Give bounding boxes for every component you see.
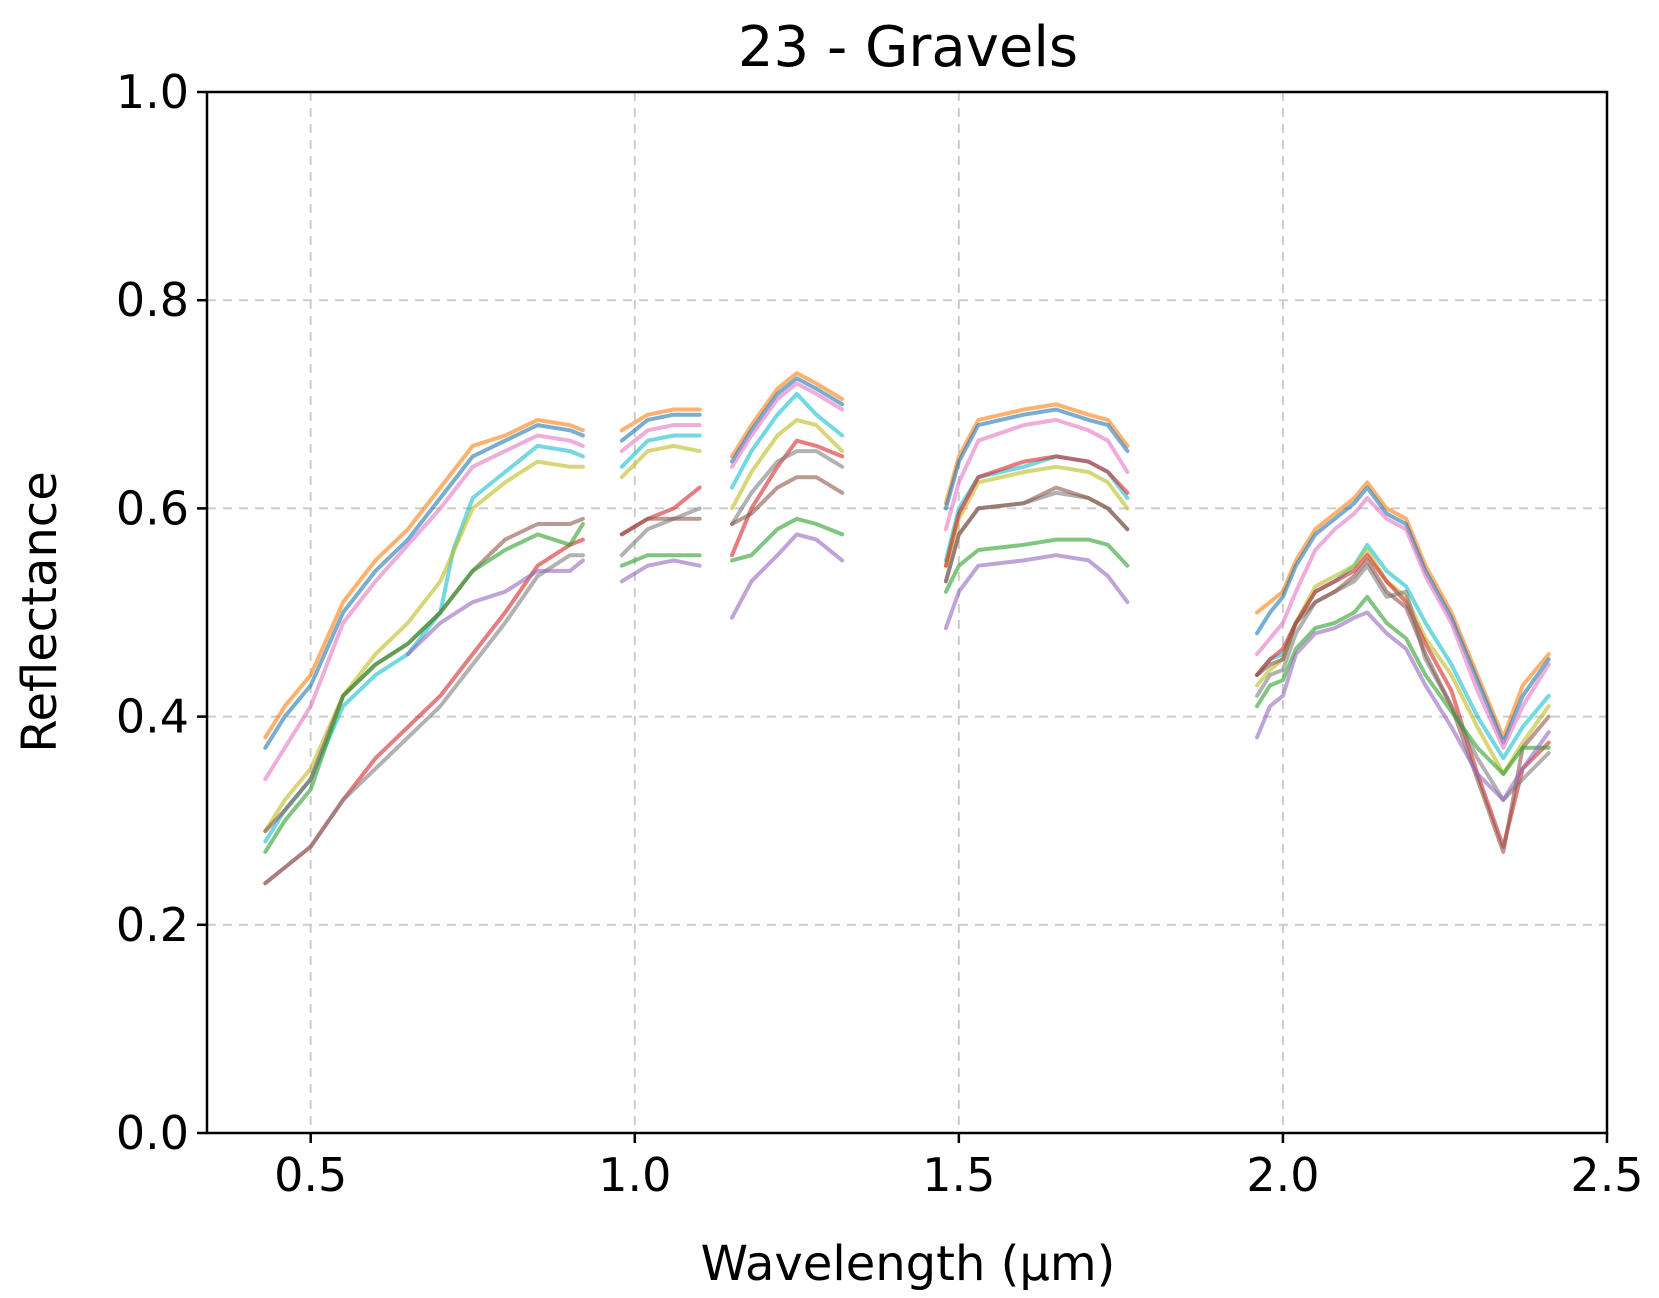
series-line-segment — [730, 532, 845, 620]
x-tick-label: 0.5 — [274, 1148, 347, 1202]
series-line-segment — [943, 537, 1130, 594]
y-tick-label: 0.2 — [116, 898, 189, 952]
series-line-segment — [943, 454, 1130, 568]
series-line-segment — [1255, 558, 1551, 854]
x-tick-label: 2.0 — [1246, 1148, 1319, 1202]
series-line-segment — [1255, 610, 1551, 802]
series-10 — [405, 532, 1551, 802]
series-line-segment — [619, 423, 702, 454]
chart-title: 23 - Gravels — [738, 15, 1078, 80]
series-line-segment — [943, 417, 1130, 532]
series-line-segment — [943, 464, 1130, 568]
series-line-segment — [943, 553, 1130, 631]
series-3 — [263, 381, 1551, 782]
series-line-segment — [730, 417, 845, 511]
series-layer — [263, 371, 1551, 886]
x-axis-label: Wavelength (µm) — [701, 1236, 1116, 1292]
series-line-segment — [263, 417, 585, 740]
series-line-segment — [730, 371, 845, 459]
series-line-segment — [730, 475, 845, 526]
x-tick-label: 1.0 — [598, 1148, 671, 1202]
y-tick-label: 0.6 — [116, 481, 189, 535]
y-tick-label: 0.8 — [116, 273, 189, 327]
series-line-segment — [619, 516, 702, 537]
series-line-segment — [263, 459, 585, 834]
series-line-segment — [730, 391, 845, 490]
y-tick-label: 1.0 — [116, 65, 189, 119]
series-line-segment — [730, 381, 845, 469]
series-line-segment — [1255, 594, 1551, 776]
series-line-segment — [619, 433, 702, 469]
series-line-segment — [619, 412, 702, 443]
tick-layer: 0.5 1.0 1.5 2.0 2.5 0.0 0.2 0.4 0.6 0.8 1.0 — [116, 65, 1644, 1202]
series-line-segment — [730, 516, 845, 563]
x-tick-label: 1.5 — [922, 1148, 995, 1202]
series-2 — [263, 376, 1551, 750]
x-tick-label: 2.5 — [1570, 1148, 1643, 1202]
series-line-segment — [619, 553, 702, 568]
series-line-segment — [263, 423, 585, 750]
series-line-segment — [730, 376, 845, 464]
series-line-segment — [943, 407, 1130, 511]
series-9 — [263, 516, 1551, 854]
y-axis-label: Reflectance — [12, 471, 68, 752]
series-line-segment — [405, 558, 585, 657]
series-line-segment — [1255, 485, 1551, 745]
series-line-segment — [619, 407, 702, 433]
series-line-segment — [1255, 563, 1551, 802]
series-line-segment — [619, 506, 702, 558]
series-line-segment — [730, 449, 845, 526]
series-line-segment — [263, 433, 585, 782]
plot-frame — [205, 90, 1609, 1135]
series-line-segment — [619, 558, 702, 584]
series-line-segment — [943, 402, 1130, 506]
series-line-segment — [619, 443, 702, 480]
series-line-segment — [1255, 496, 1551, 750]
series-line-segment — [943, 485, 1130, 584]
y-tick-label: 0.0 — [116, 1106, 189, 1160]
series-line-segment — [263, 522, 585, 854]
y-tick-label: 0.4 — [116, 690, 189, 744]
